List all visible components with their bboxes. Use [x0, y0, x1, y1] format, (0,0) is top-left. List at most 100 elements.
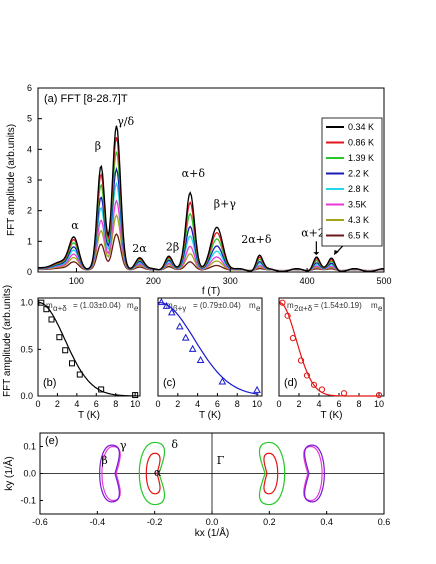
- fit-curve: [279, 302, 381, 397]
- x-tick-label: 2: [55, 399, 60, 409]
- x-tick-label: 8: [235, 399, 240, 409]
- data-point: [253, 385, 261, 393]
- data-point: [157, 298, 166, 306]
- pocket-label-alpha: α: [154, 466, 162, 479]
- y-tick-label: 0.1: [23, 442, 36, 452]
- x-axis-label: T (K): [199, 410, 221, 421]
- legend-label: 2.8 K: [348, 184, 369, 194]
- peak-label: α+δ: [182, 167, 206, 180]
- data-point: [62, 347, 69, 354]
- mass-symbol: m: [166, 301, 173, 310]
- data-point: [310, 381, 318, 388]
- data-point: [218, 377, 227, 385]
- data-point: [181, 333, 190, 341]
- x-tick-label: 100: [69, 276, 84, 286]
- data-point: [69, 360, 75, 367]
- x-tick-label: -0.6: [32, 517, 48, 527]
- y-axis-label: ky (1/Å): [2, 456, 15, 490]
- plot-frame: [278, 297, 385, 397]
- pocket-label-beta: β: [101, 454, 107, 467]
- peak-label: 2α: [132, 242, 147, 255]
- panel-title: (b): [43, 377, 56, 389]
- pocket-β-left: [101, 445, 121, 502]
- data-point: [162, 301, 171, 309]
- y-tick-label: 0.0: [23, 469, 36, 479]
- y-tick-label: 0.0: [20, 391, 33, 401]
- y-tick-label: 5: [27, 114, 32, 124]
- x-tick-label: -0.2: [147, 517, 163, 527]
- legend-label: 0.34 K: [348, 122, 374, 132]
- y-tick-label: 0.5: [20, 344, 33, 354]
- y-tick-label: 1: [27, 236, 32, 246]
- mass-symbol: m: [46, 301, 53, 310]
- pocket-label-delta: δ: [171, 438, 178, 451]
- x-tick-label: 2: [175, 399, 180, 409]
- fit-curve: [38, 302, 137, 397]
- y-tick-label: 0: [27, 267, 32, 277]
- arrow-head: [334, 249, 339, 256]
- x-tick-label: 4: [316, 399, 321, 409]
- panel-title: (a) FFT [8-28.7]T: [44, 93, 128, 105]
- pocket-γ-right: [304, 444, 325, 503]
- pocket-label-gamma: γ: [120, 439, 127, 452]
- mass-value: = (1.54±0.19): [314, 301, 362, 310]
- legend-label: 4.3 K: [348, 215, 369, 225]
- legend-label: 1.39 K: [348, 153, 374, 163]
- x-tick-label: 4: [74, 399, 79, 409]
- panel-d-mass-fit: 0 2 4 6 8 10T (K)(d)m 2α+δ = (1.54±0.19) m e: [276, 297, 385, 421]
- data-point: [48, 316, 55, 323]
- legend-box: [321, 117, 383, 247]
- x-tick-label: 0: [155, 399, 160, 409]
- y-axis-label: FFT amplitude (arb.units): [2, 285, 13, 397]
- x-axis-label: T (K): [320, 410, 342, 421]
- peak-label: 2α+δ: [241, 233, 272, 246]
- data-point: [284, 312, 291, 319]
- panel-title: (e): [45, 435, 58, 447]
- data-point: [279, 299, 286, 306]
- x-tick-label: 6: [215, 399, 220, 409]
- x-tick-label: 8: [113, 399, 118, 409]
- x-tick-label: 0.2: [263, 517, 276, 527]
- panel-title: (c): [163, 377, 176, 389]
- pocket-γ-left: [99, 444, 120, 503]
- x-tick-label: 200: [146, 276, 161, 286]
- x-tick-label: 6: [336, 399, 341, 409]
- legend-label: 0.86 K: [348, 138, 374, 148]
- mass-unit: m: [371, 301, 378, 310]
- peak-label: α: [71, 219, 79, 232]
- pocket-δ-left: [138, 441, 165, 506]
- pocket-α-right: [263, 452, 279, 495]
- x-tick-label: 10: [252, 399, 262, 409]
- x-tick-label: 6: [94, 399, 99, 409]
- mass-subscript: β+γ: [173, 304, 186, 313]
- panel-b-mass-fit: 0 2 4 6 8 10 0.0 0.5 1.0 FFT amplitude (arb.units…: [2, 285, 141, 421]
- gamma-point-label: Γ: [217, 454, 225, 467]
- mass-unit-sub: e: [378, 304, 383, 313]
- y-axis-label: FFT amplitude (arb.units): [6, 124, 17, 236]
- x-axis-label: T (K): [78, 410, 100, 421]
- data-point: [43, 306, 50, 313]
- data-point: [289, 335, 296, 342]
- pocket-δ-right: [259, 441, 286, 506]
- x-tick-label: 0: [35, 399, 40, 409]
- data-point: [340, 390, 348, 397]
- plot-frame: [157, 297, 263, 397]
- x-tick-label: 500: [376, 276, 391, 286]
- mass-value: = (1.03±0.04): [73, 301, 121, 310]
- y-tick-label: 2: [27, 206, 32, 216]
- mass-subscript: 2α+δ: [294, 304, 313, 313]
- mass-symbol: m: [287, 301, 294, 310]
- pocket-α-left: [145, 452, 161, 495]
- legend-label: 2.2 K: [348, 169, 369, 179]
- data-point: [98, 386, 105, 393]
- data-point: [318, 386, 326, 393]
- peak-label: β: [95, 139, 101, 152]
- x-tick-label: 0.4: [320, 517, 333, 527]
- peak-label: 2β: [166, 241, 179, 254]
- x-tick-label: 0.6: [378, 517, 391, 527]
- y-tick-label: -0.1: [20, 496, 36, 506]
- data-point: [76, 371, 83, 378]
- data-point: [132, 392, 139, 399]
- y-tick-label: 6: [27, 83, 32, 93]
